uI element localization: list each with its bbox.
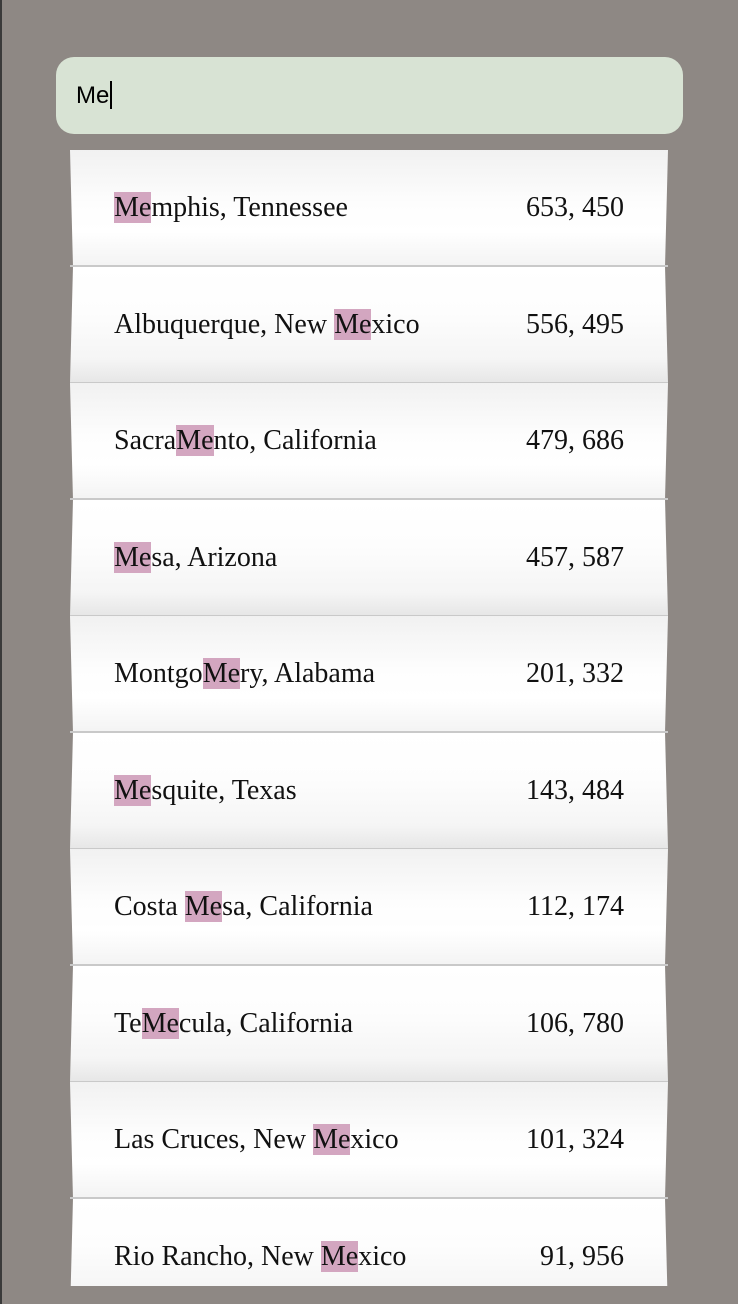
population: 91, 956 (540, 1240, 624, 1272)
population: 112, 174 (527, 891, 624, 922)
row-divider (70, 731, 668, 733)
city-name: Costa Mesa, California (114, 891, 373, 922)
row-divider (70, 1080, 668, 1082)
city-name: MontgoMery, Alabama (114, 658, 376, 689)
city-name: Las Cruces, New Mexico (114, 1124, 399, 1155)
population: 479, 686 (526, 425, 624, 456)
match-highlight: Me (202, 658, 241, 689)
search-input[interactable]: Me (76, 81, 112, 111)
population: 106, 780 (526, 1007, 624, 1039)
city-name: Albuquerque, New Mexico (114, 308, 420, 340)
result-row[interactable]: SacraMento, California 479, 686 (70, 383, 668, 500)
result-row[interactable]: Las Cruces, New Mexico 101, 324 (70, 1082, 668, 1199)
population: 653, 450 (526, 192, 624, 223)
window-edge (0, 0, 2, 1304)
row-divider (70, 381, 668, 383)
result-row[interactable]: Memphis, Tennessee 653, 450 (70, 150, 668, 267)
population: 101, 324 (526, 1124, 624, 1155)
result-row[interactable]: Rio Rancho, New Mexico 91, 956 (70, 1198, 668, 1286)
city-name: Mesa, Arizona (114, 541, 278, 573)
row-divider (70, 964, 668, 966)
row-divider (70, 265, 668, 267)
city-name: TeMecula, California (114, 1007, 354, 1039)
population: 143, 484 (526, 774, 624, 806)
city-name: Rio Rancho, New Mexico (114, 1240, 407, 1272)
text-caret (110, 81, 112, 109)
search-box[interactable]: Me (56, 57, 683, 134)
population: 457, 587 (526, 541, 624, 573)
row-divider (70, 847, 668, 849)
population: 556, 495 (526, 308, 624, 340)
result-row[interactable]: TeMecula, California 106, 780 (70, 965, 668, 1082)
row-divider (70, 498, 668, 500)
row-divider (70, 1197, 668, 1199)
match-highlight: Me (184, 891, 223, 922)
population: 201, 332 (526, 658, 624, 689)
match-highlight: Me (320, 1240, 359, 1272)
city-name: Mesquite, Texas (114, 774, 297, 806)
search-input-value: Me (76, 82, 110, 109)
match-highlight: Me (114, 192, 152, 223)
match-highlight: Me (334, 308, 372, 340)
row-divider (70, 614, 668, 616)
match-highlight: Me (176, 425, 214, 456)
result-row[interactable]: Mesquite, Texas 143, 484 (70, 732, 668, 849)
city-name: SacraMento, California (114, 425, 377, 456)
results-list: Memphis, Tennessee 653, 450 Albuquerque,… (70, 150, 668, 1286)
match-highlight: Me (114, 541, 152, 573)
match-highlight: Me (114, 774, 152, 806)
match-highlight: Me (313, 1124, 351, 1155)
match-highlight: Me (141, 1007, 179, 1039)
result-row[interactable]: MontgoMery, Alabama 201, 332 (70, 616, 668, 733)
result-row[interactable]: Albuquerque, New Mexico 556, 495 (70, 266, 668, 383)
result-row[interactable]: Costa Mesa, California 112, 174 (70, 849, 668, 966)
result-row[interactable]: Mesa, Arizona 457, 587 (70, 499, 668, 616)
city-name: Memphis, Tennessee (114, 192, 348, 223)
